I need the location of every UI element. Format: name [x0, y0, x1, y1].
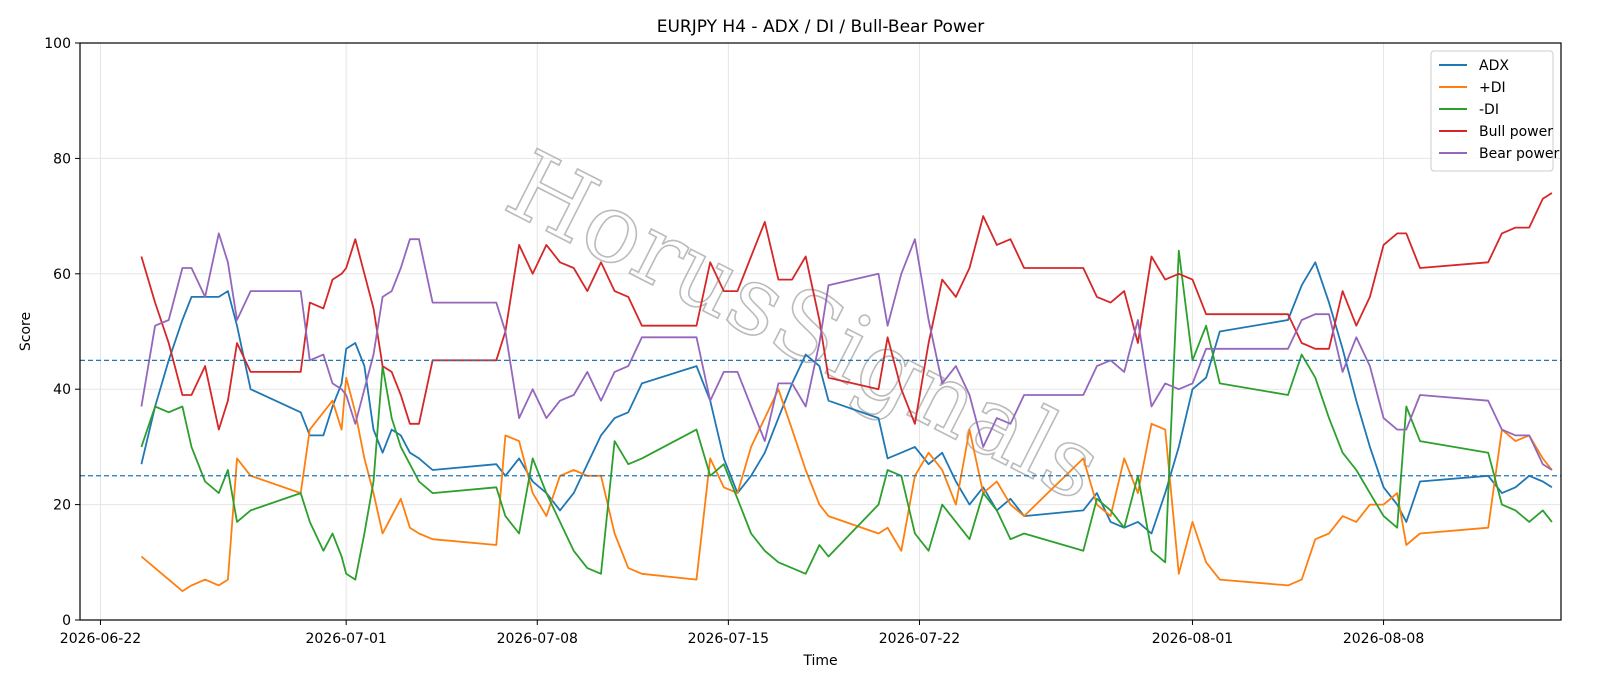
x-tick-label: 2026-08-08: [1343, 631, 1424, 647]
series-line-bull-power: [140, 192, 1553, 431]
series-lines: [140, 192, 1553, 592]
series-line-adx: [140, 261, 1553, 535]
x-tick-label: 2026-07-22: [879, 631, 960, 647]
series-line--di: [140, 376, 1553, 592]
legend-label: -DI: [1479, 102, 1499, 118]
plot-frame: [79, 42, 1562, 621]
y-tick-label: 60: [53, 267, 71, 283]
legend-label: Bull power: [1479, 124, 1553, 140]
chart-title: EURJPY H4 - ADX / DI / Bull-Bear Power: [657, 17, 985, 37]
legend-label: Bear power: [1479, 146, 1560, 162]
y-axis-ticks: 0 20 40 60 80 100: [44, 36, 80, 629]
x-tick-label: 2026-07-01: [305, 631, 386, 647]
x-tick-label: 2026-07-08: [497, 631, 578, 647]
y-tick-label: 100: [44, 36, 71, 52]
series-line-bear-power: [140, 232, 1553, 471]
legend: ADX +DI -DI Bull power Bear power: [1430, 50, 1560, 172]
y-tick-label: 40: [53, 382, 71, 398]
y-tick-label: 20: [53, 498, 71, 514]
legend-label: ADX: [1479, 58, 1509, 74]
x-axis-ticks: 2026-06-22 2026-07-01 2026-07-08 2026-07-15…: [60, 620, 1424, 647]
threshold-lines: [80, 359, 1561, 477]
y-tick-label: 0: [62, 613, 71, 629]
x-tick-label: 2026-08-01: [1152, 631, 1233, 647]
y-axis-label: Score: [18, 312, 34, 351]
x-axis-label: Time: [802, 653, 837, 669]
legend-box: [1430, 50, 1554, 172]
x-tick-label: 2026-07-15: [688, 631, 769, 647]
y-tick-label: 80: [53, 151, 71, 167]
legend-label: +DI: [1479, 80, 1506, 96]
x-tick-label: 2026-06-22: [60, 631, 141, 647]
series-line--di: [140, 249, 1553, 581]
